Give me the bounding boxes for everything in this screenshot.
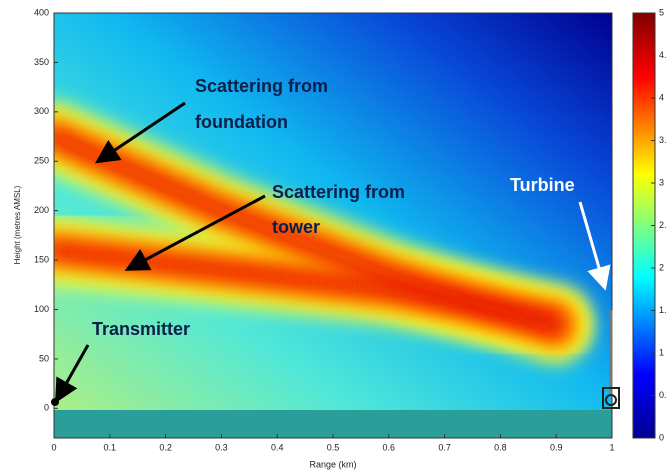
x-tick-label: 0.1 bbox=[104, 442, 117, 452]
colorbar-tick-label: 0.5 bbox=[659, 390, 667, 400]
y-tick-label: 100 bbox=[34, 304, 49, 314]
colorbar-tick-label: 5 bbox=[659, 7, 664, 17]
colorbar-tick-label: 2 bbox=[659, 262, 664, 272]
annotation: Scattering from bbox=[195, 76, 328, 96]
x-tick-label: 0.3 bbox=[215, 442, 228, 452]
x-tick-label: 0.9 bbox=[550, 442, 563, 452]
annotation-arrow bbox=[55, 344, 90, 404]
y-tick-label: 300 bbox=[34, 106, 49, 116]
x-axis-label: Range (km) bbox=[309, 459, 356, 469]
x-tick-label: 0.6 bbox=[383, 442, 396, 452]
x-tick-label: 0.5 bbox=[327, 442, 340, 452]
x-tick-label: 0.7 bbox=[438, 442, 451, 452]
colorbar-tick-label: 1 bbox=[659, 347, 664, 357]
colorbar-tick-label: 4 bbox=[659, 92, 664, 102]
annotation: foundation bbox=[195, 112, 288, 132]
colorbar-tick-label: 3.5 bbox=[659, 135, 667, 145]
y-tick-label: 200 bbox=[34, 205, 49, 215]
annotation: tower bbox=[272, 217, 320, 237]
annotation-arrow bbox=[124, 194, 266, 271]
y-tick-label: 150 bbox=[34, 254, 49, 264]
x-tick-label: 1 bbox=[609, 442, 614, 452]
colorbar-tick-label: 2.5 bbox=[659, 220, 667, 230]
y-tick-label: 350 bbox=[34, 57, 49, 67]
colorbar-tick-label: 4.5 bbox=[659, 50, 667, 60]
annotation-arrow bbox=[95, 101, 186, 164]
colorbar-tick-label: 3 bbox=[659, 177, 664, 187]
x-tick-label: 0 bbox=[51, 442, 56, 452]
y-tick-label: 250 bbox=[34, 156, 49, 166]
y-tick-label: 0 bbox=[44, 403, 49, 413]
colorbar-tick-label: 0 bbox=[659, 432, 664, 442]
y-tick-label: 400 bbox=[34, 7, 49, 17]
annotation: Scattering from bbox=[272, 182, 405, 202]
x-tick-label: 0.2 bbox=[159, 442, 172, 452]
annotation: Turbine bbox=[510, 175, 575, 195]
x-tick-label: 0.8 bbox=[494, 442, 507, 452]
transmitter-dot bbox=[51, 398, 59, 406]
annotation: Transmitter bbox=[92, 319, 190, 339]
x-tick-label: 0.4 bbox=[271, 442, 284, 452]
y-tick-label: 50 bbox=[39, 353, 49, 363]
annotation-arrow bbox=[578, 201, 611, 291]
ground bbox=[54, 410, 612, 438]
colorbar-tick-label: 1.5 bbox=[659, 305, 667, 315]
turbine-icon bbox=[602, 310, 620, 409]
y-axis-label: Height (metres AMSL) bbox=[13, 185, 22, 264]
